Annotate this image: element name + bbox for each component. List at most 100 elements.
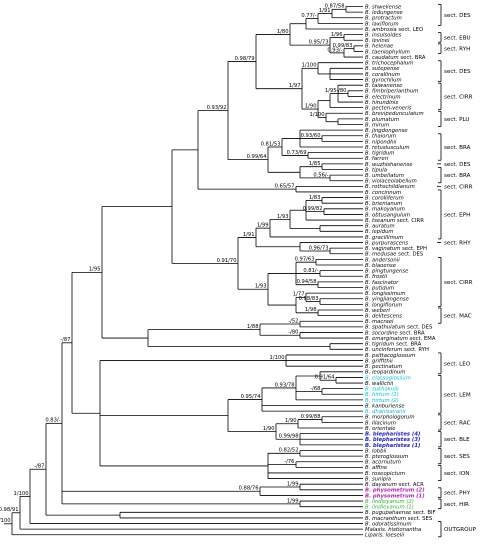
support-value: 0.99/82	[303, 206, 323, 212]
taxon-label: B. emarginatum sect. EMA	[365, 336, 436, 342]
support-value: 1/97	[289, 83, 301, 89]
taxon-label: B. trichocephalum	[365, 61, 413, 67]
taxon-label: B. physometrum (1)	[365, 493, 425, 499]
taxon-label: B. laxiflorum	[365, 21, 399, 27]
taxon-label: B. lepidum	[365, 229, 393, 235]
taxon-label: B. dhanisavanii	[365, 409, 406, 415]
support-value: -/80	[336, 88, 346, 94]
taxon-label: B. roseopictum	[365, 471, 405, 477]
support-value: 1/93	[255, 284, 267, 290]
taxon-label: B. taeniophyllum	[365, 49, 410, 55]
support-value: 0.81/-	[303, 268, 318, 274]
support-value: -/87	[34, 464, 44, 470]
taxon-label: B. lobbii	[365, 448, 387, 454]
taxon-label: B. pingtungense	[365, 269, 409, 275]
taxon-label: B. spathulatum sect. DES	[365, 325, 433, 331]
support-value: 1/96	[331, 32, 343, 38]
taxon-label: B. dayanum sect. ACR	[365, 482, 424, 488]
taxon-label: B. pugupahaense sect. BIF	[365, 510, 436, 516]
support-value: 1/85	[309, 161, 321, 167]
taxon-label: B. wallichii	[365, 381, 394, 387]
section-label: sect. LEO	[444, 361, 471, 367]
support-value: 0.91/70	[217, 258, 237, 264]
taxon-label: B. odoratissimum	[365, 521, 412, 527]
taxon-label: B. pectinatum	[365, 364, 402, 370]
taxon-label: B. leopardinum	[365, 370, 405, 376]
taxon-label: B. lindleyanum (2)	[365, 499, 414, 505]
section-label: sect. RHY	[444, 241, 471, 247]
section-label: sect. MAC	[444, 314, 472, 320]
taxon-label: B. obtusangulum	[365, 212, 410, 218]
support-value: 0.95/74	[241, 394, 262, 400]
taxon-label: B. yingjiangense	[365, 297, 410, 303]
tree-branches	[4, 4, 442, 538]
taxon-label: B. caudatum sect. BRA	[365, 55, 426, 61]
support-value: 0.99/83	[333, 43, 353, 49]
taxon-label: B. umbellatum	[365, 173, 404, 179]
support-value: 0.96/73	[309, 245, 329, 251]
taxon-label: B. medusae sect. DES	[365, 252, 424, 258]
taxon-label: B. hirundinis	[365, 100, 398, 106]
taxon-label: B. blaoense	[365, 263, 397, 269]
support-value: 0.95/73	[309, 40, 329, 46]
taxon-label: B. helenae	[365, 44, 394, 50]
support-value: 1/99	[287, 498, 299, 504]
taxon-section-suffix: sect. EMA	[408, 336, 436, 342]
support-value: 0.93/92	[207, 105, 227, 111]
taxon-label: B. sukhakulii	[365, 387, 399, 393]
support-value: 0.73/69	[287, 150, 307, 156]
support-value: 0.93/78	[275, 382, 295, 388]
section-label: sect. BLE	[444, 437, 470, 443]
taxon-label: B. tigridum	[365, 151, 394, 157]
support-value: 1/80	[277, 29, 289, 35]
taxon-section-suffix: sect. CIRR	[395, 218, 424, 224]
taxon-label: B. uncinferum sect. RYH	[365, 347, 429, 353]
support-value: 1/100	[0, 518, 11, 524]
taxon-label: B. corallinum	[365, 72, 400, 78]
taxon-section-suffix: sect. RYH	[402, 347, 429, 353]
taxon-label: B. jingdongense	[365, 128, 408, 134]
taxon-label: B. lilacinum	[365, 420, 396, 426]
taxon-label: B. longiflorum	[365, 302, 402, 308]
section-label: sect. DES	[444, 13, 471, 19]
taxon-label: B. gracillimum	[365, 235, 403, 241]
taxon-label: B. makoyanum	[365, 207, 405, 213]
taxon-label: B. putidum	[365, 285, 394, 291]
section-label: sect. LEM	[444, 392, 471, 398]
taxon-label: Liparis. loeselii	[365, 533, 405, 539]
section-label: sect. EBU	[444, 35, 471, 41]
support-value: 1/91	[243, 232, 255, 238]
taxon-section-suffix: sect. BRA	[394, 342, 421, 348]
taxon-label: B. frostii	[365, 274, 388, 280]
taxon-label: B. taiwanense	[365, 83, 403, 89]
section-label: sect. BRA	[444, 145, 471, 151]
support-value: -/87	[60, 337, 70, 343]
taxon-section-suffix: sect. EPH	[400, 246, 427, 252]
taxon-label: B. delitescens	[365, 314, 402, 320]
taxon-label: B. orientale	[365, 426, 396, 432]
support-value: 0.91/64	[315, 375, 336, 381]
section-label: sect. RAC	[444, 420, 471, 426]
taxon-label: B. auratum	[365, 224, 395, 230]
taxon-label: B. griffithii	[365, 358, 393, 364]
taxon-label: B. retusiusculum	[365, 145, 409, 151]
taxon-label: B. psittacoglossum	[365, 353, 415, 359]
section-label: sect. CIRR	[444, 94, 473, 100]
section-brackets: sect. DES sect. EBU sect. RYH sect. DES sect…	[444, 13, 477, 533]
section-label: sect. ION	[444, 471, 469, 477]
support-value: 0.93/-	[327, 47, 342, 53]
support-value: 1/91	[319, 8, 331, 14]
support-value: 0.82/52	[279, 448, 299, 454]
taxon-label: B. macraei	[365, 319, 394, 325]
taxon-label: B. pteroglossum	[365, 454, 408, 460]
taxon-label: B. concinnum	[365, 190, 401, 196]
taxon-label: B. affine	[365, 465, 388, 471]
taxon-label: B. shweliense	[365, 4, 402, 10]
support-value: 1/99	[257, 223, 269, 229]
support-value: 1/95	[89, 267, 101, 273]
support-value: -/76	[284, 459, 294, 465]
support-value: -/80	[288, 330, 298, 336]
support-value: 1/90	[305, 103, 317, 109]
